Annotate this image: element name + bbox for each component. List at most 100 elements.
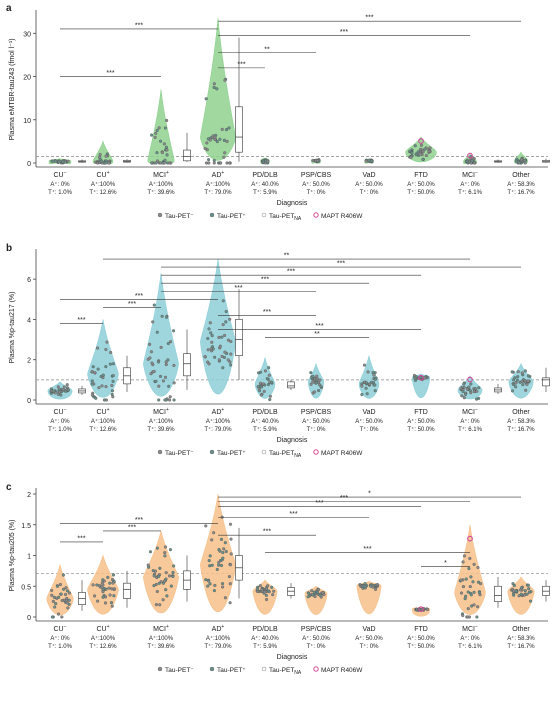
data-point [222,155,226,159]
data-point [50,588,54,592]
data-point [97,583,101,588]
tau-pct: T⁺: 79.0% [204,426,232,433]
data-point [210,538,214,542]
data-point [473,387,477,391]
x-tick-label: VaD [362,409,375,416]
legend-marker [209,449,215,455]
data-point [155,128,159,132]
data-point [229,537,233,541]
data-point [426,607,430,612]
data-point [65,589,70,593]
legend-label: MAPT R406W [321,450,363,457]
data-point [527,587,531,591]
x-tick-label: MCI− [462,407,478,416]
x-tick-label: CU− [53,624,66,633]
data-point [58,582,62,587]
sig-label: * [444,560,447,567]
y-tick-label: 0 [27,615,31,622]
data-point [157,574,161,579]
amyloid-pct: A⁺: 50.0% [407,635,435,642]
data-point [94,396,98,400]
data-point [309,371,313,375]
data-point [60,598,64,603]
data-point [264,587,268,591]
data-point [312,390,317,394]
data-point [306,595,310,599]
data-point [207,327,211,331]
legend-label: Tau-PET⁻ [165,667,194,674]
x-tick-label: Other [512,172,530,179]
x-tick-label: MCI+ [153,170,169,179]
data-point [163,375,168,379]
data-point [158,139,163,143]
data-point [461,560,465,564]
tau-pct: T⁺: 6.1% [458,426,483,433]
amyloid-pct: A⁺: 0% [460,635,480,642]
data-point [468,556,472,561]
data-point [523,593,527,597]
data-point [364,159,368,163]
x-tick-label: PSP/CBS [301,172,332,179]
amyloid-pct: A⁺: 50.0% [355,181,383,188]
tau-pct: T⁺: 0% [360,426,380,433]
data-point [168,548,172,552]
data-point [228,161,232,165]
data-point [272,589,276,593]
data-point [154,161,158,165]
data-point [64,586,68,590]
data-point [219,537,224,541]
mapt-point [418,374,424,381]
data-point [213,355,217,359]
tau-pct: T⁺: 12.6% [89,426,117,433]
data-point [156,360,161,364]
data-point [110,604,114,608]
data-point [369,584,373,588]
data-point [526,379,530,383]
data-point [418,152,422,156]
data-point [204,578,208,582]
data-point [221,585,225,589]
data-point [229,339,233,344]
tau-pct: T⁺: 0% [307,643,327,650]
data-point [217,563,221,567]
data-point [223,333,227,337]
data-point [168,398,172,402]
data-point [462,396,466,400]
data-point [109,350,113,355]
data-point [476,565,480,570]
data-point [209,331,213,335]
data-point [461,585,466,589]
sig-label: *** [263,309,271,316]
y-axis-title: Plasma %p-tau205 (%) [9,520,16,592]
data-point [225,139,229,143]
data-point [93,594,97,598]
data-point [98,155,102,159]
data-point [210,334,214,338]
data-point [105,340,109,344]
data-point [150,133,154,137]
data-point [423,147,427,151]
y-tick-label: 2 [27,492,31,499]
data-point [149,372,153,376]
sig-label: *** [135,22,143,29]
data-point [50,593,54,597]
tau-pct: T⁺: 50.0% [407,189,435,196]
data-point [270,585,274,589]
data-point [162,161,166,165]
tau-pct: T⁺: 1.0% [48,643,73,650]
data-point [224,549,228,554]
tau-pct: T⁺: 5.9% [253,189,278,196]
y-axis-title: Plasma eMTBR-tau243 (fmol l⁻¹) [9,38,16,140]
box-na [542,377,550,387]
data-point [112,587,116,591]
data-point [514,159,518,163]
data-point [370,159,374,163]
data-point [51,599,55,603]
data-point [318,378,322,382]
data-point [477,396,481,400]
sig-label: *** [315,500,323,507]
amyloid-pct: A⁺:100% [149,418,174,425]
box-na [494,585,502,602]
